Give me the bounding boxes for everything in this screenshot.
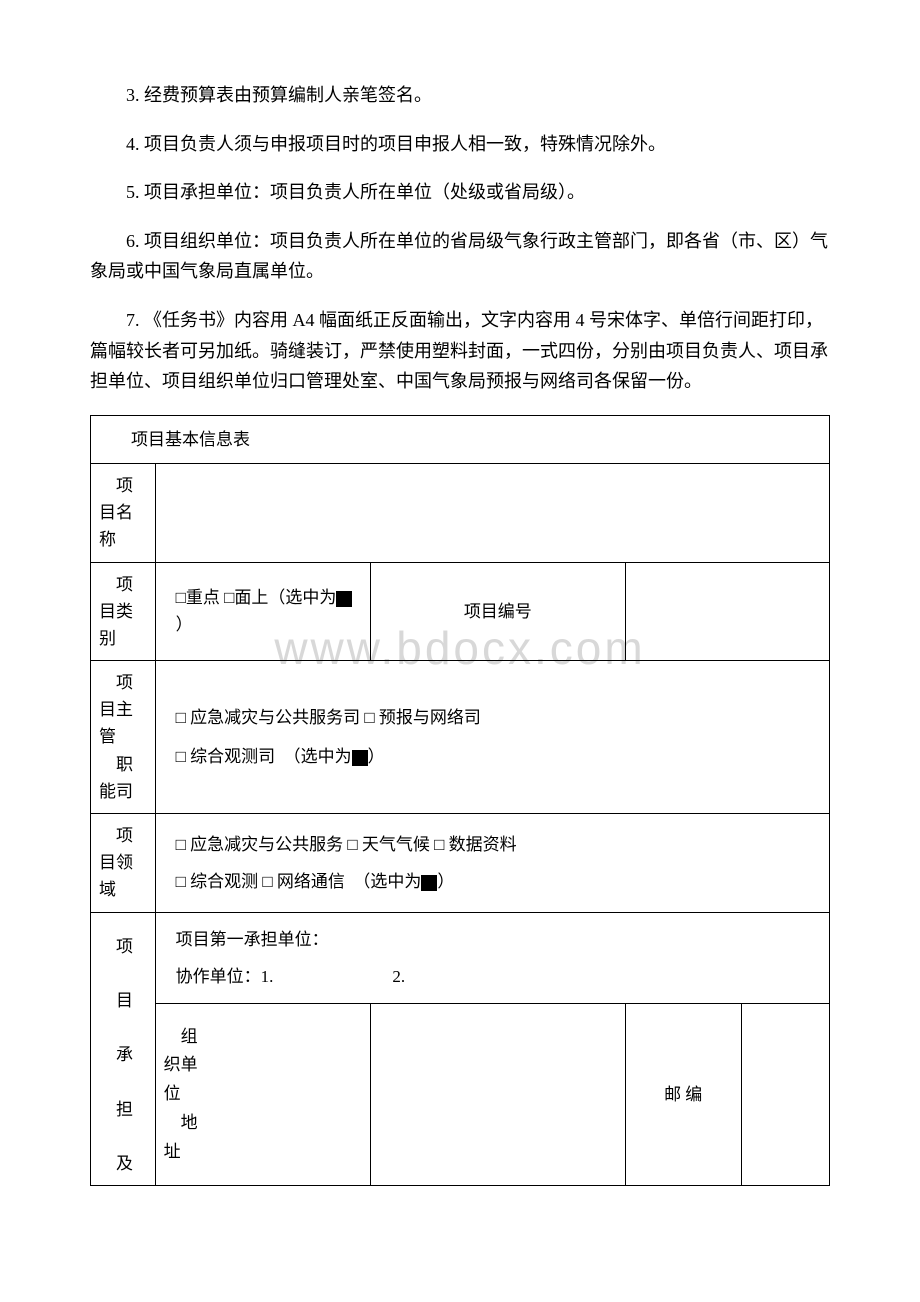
org-addr-label: 组织单位 地址 <box>155 1004 371 1186</box>
field-line2: □ 综合观测 □ 网络通信 （选中为 ） <box>176 868 823 895</box>
project-number-value <box>625 562 829 661</box>
selected-box-icon <box>421 875 437 891</box>
dept-row: 项目主管 职能司 □ 应急减灾与公共服务司 □ 预报与网络司 □ 综合观测司 （… <box>91 661 830 814</box>
field-line2-text: □ 综合观测 □ 网络通信 （选中为 <box>176 872 422 891</box>
unit-lines: 项目第一承担单位： 协作单位：1. 2. <box>155 912 829 1004</box>
paragraph-6: 6. 项目组织单位：项目负责人所在单位的省局级气象行政主管部门，即各省（市、区）… <box>90 226 830 287</box>
paragraph-7: 7. 《任务书》内容用 A4 幅面纸正反面输出，文字内容用 4 号宋体字、单倍行… <box>90 305 830 397</box>
table-title: 项目基本信息表 <box>91 415 830 463</box>
category-text: □重点 □面上（选中为 <box>176 588 337 607</box>
field-label: 项目领域 <box>91 814 156 913</box>
postal-label: 邮 编 <box>625 1004 741 1186</box>
project-category-label: 项目类别 <box>91 562 156 661</box>
field-row: 项目领域 □ 应急减灾与公共服务 □ 天气气候 □ 数据资料 □ 综合观测 □ … <box>91 814 830 913</box>
field-options: □ 应急减灾与公共服务 □ 天气气候 □ 数据资料 □ 综合观测 □ 网络通信 … <box>155 814 829 913</box>
table-title-row: 项目基本信息表 <box>91 415 830 463</box>
project-info-table: 项目基本信息表 项目名称 项目类别 □重点 □面上（选中为 ） 项目编号 项目主管… <box>90 415 830 1187</box>
field-line2-suffix: ） <box>437 872 454 891</box>
dept-line2-text: □ 综合观测司 （选中为 <box>176 747 352 766</box>
document-content: 3. 经费预算表由预算编制人亲笔签名。 4. 项目负责人须与申报项目时的项目申报… <box>90 80 830 1186</box>
dept-line2-suffix: ） <box>368 747 385 766</box>
dept-line2: □ 综合观测司 （选中为 ） <box>176 743 823 770</box>
selected-box-icon <box>352 750 368 766</box>
dept-line1: □ 应急减灾与公共服务司 □ 预报与网络司 <box>176 704 823 731</box>
project-number-label: 项目编号 <box>371 562 625 661</box>
paragraph-3: 3. 经费预算表由预算编制人亲笔签名。 <box>90 80 830 111</box>
dept-options: □ 应急减灾与公共服务司 □ 预报与网络司 □ 综合观测司 （选中为 ） <box>155 661 829 814</box>
paragraph-5: 5. 项目承担单位：项目负责人所在单位（处级或省局级）。 <box>90 177 830 208</box>
unit-line2: 协作单位：1. 2. <box>176 963 823 990</box>
postal-value <box>741 1004 829 1186</box>
unit-line1: 项目第一承担单位： <box>176 926 823 953</box>
paragraph-4: 4. 项目负责人须与申报项目时的项目申报人相一致，特殊情况除外。 <box>90 129 830 160</box>
project-name-label: 项目名称 <box>91 463 156 562</box>
field-line1: □ 应急减灾与公共服务 □ 天气气候 □ 数据资料 <box>176 831 823 858</box>
project-category-row: 项目类别 □重点 □面上（选中为 ） 项目编号 <box>91 562 830 661</box>
org-addr-value <box>371 1004 625 1186</box>
project-name-row: 项目名称 <box>91 463 830 562</box>
unit-row: 项 目 承 担 及 项目第一承担单位： 协作单位：1. 2. <box>91 912 830 1004</box>
dept-label: 项目主管 职能司 <box>91 661 156 814</box>
project-name-value <box>155 463 829 562</box>
project-category-options: □重点 □面上（选中为 ） <box>155 562 371 661</box>
unit-outer-label: 项 目 承 担 及 <box>91 912 156 1186</box>
org-address-row: 组织单位 地址 邮 编 <box>91 1004 830 1186</box>
category-suffix: ） <box>176 615 193 634</box>
selected-box-icon <box>336 591 352 607</box>
